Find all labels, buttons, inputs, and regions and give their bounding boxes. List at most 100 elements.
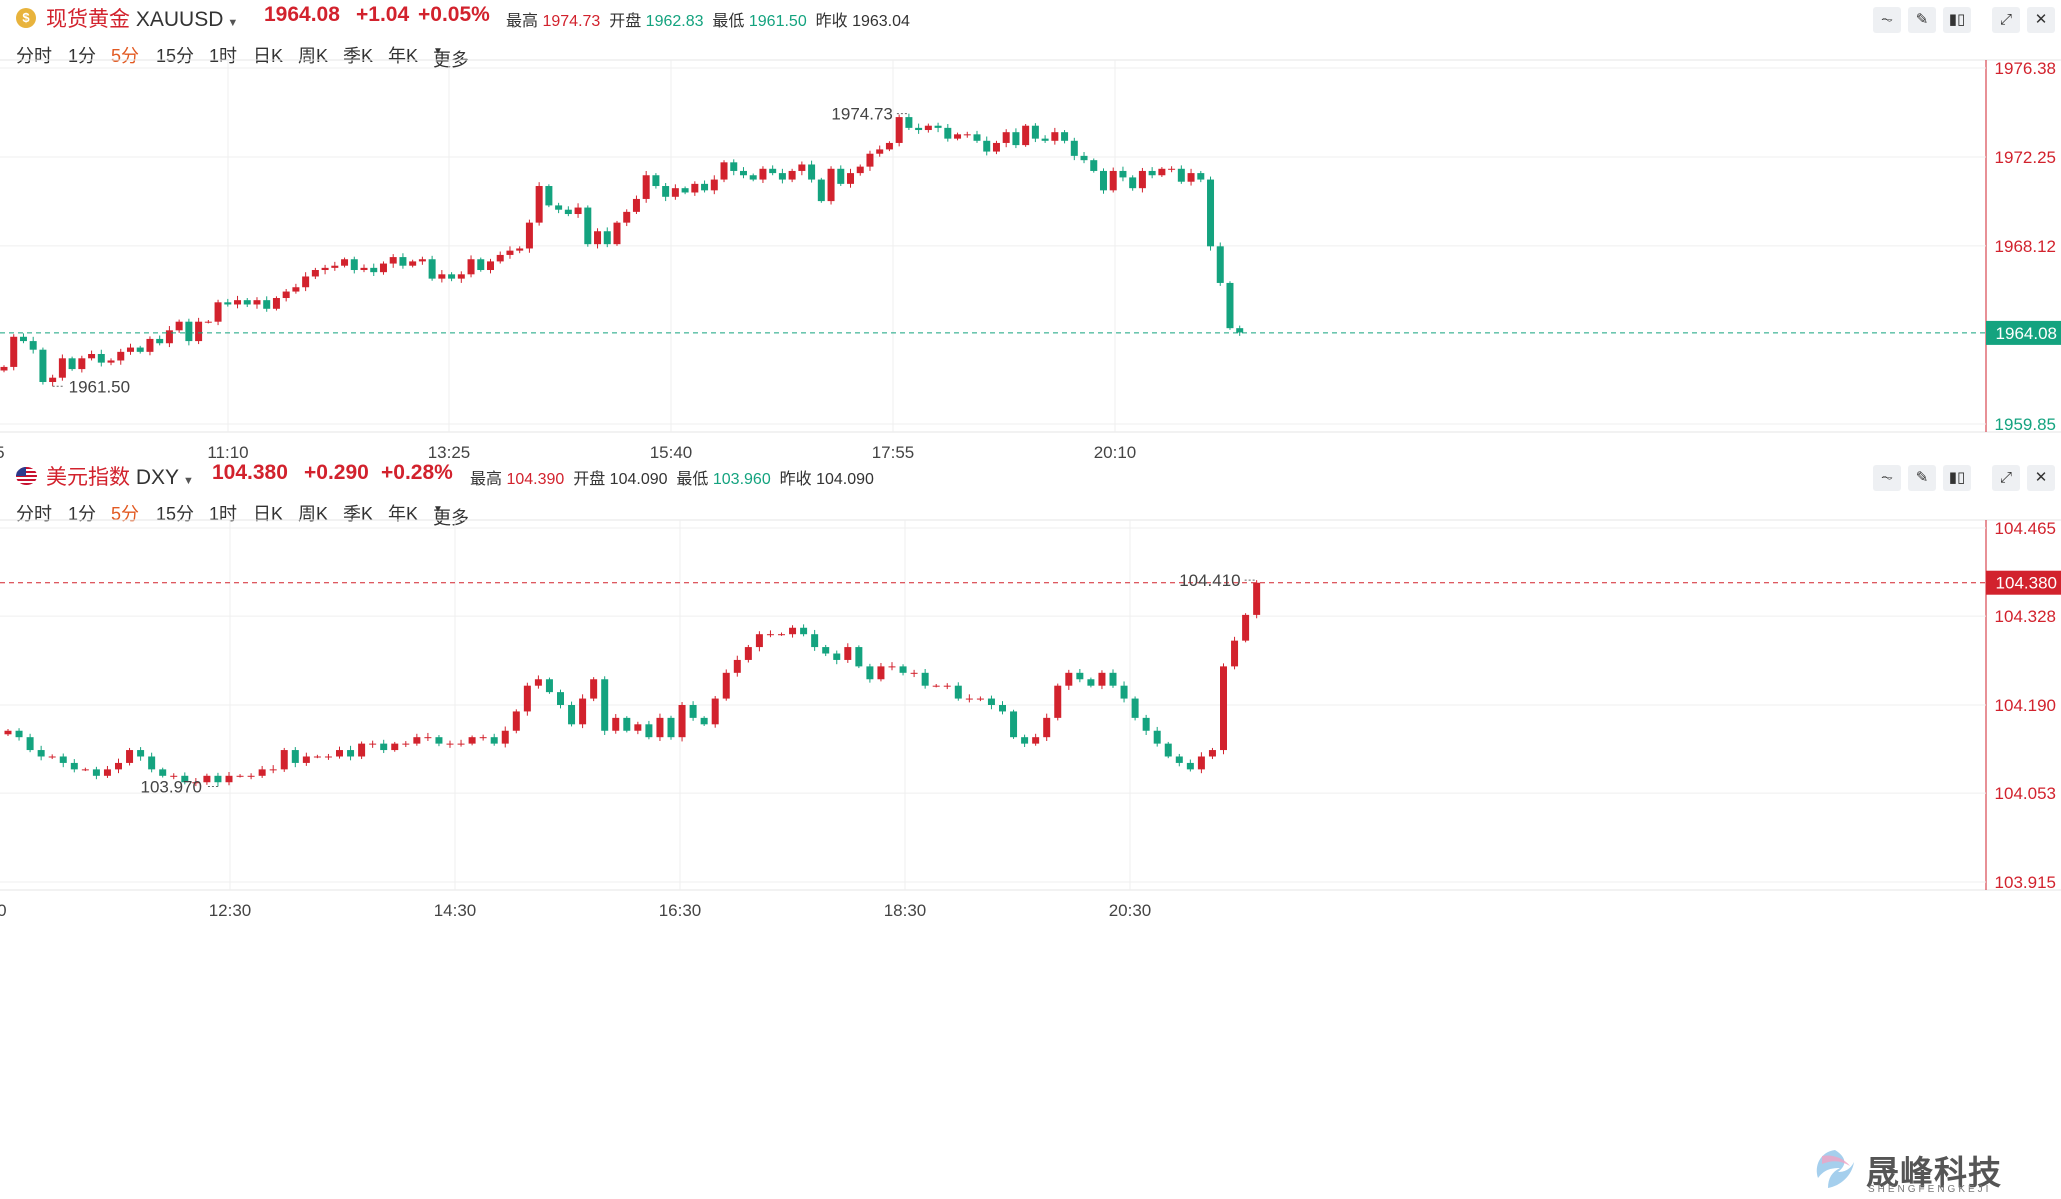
candle-body — [1131, 698, 1139, 718]
candle-body — [691, 183, 699, 193]
candle-body — [555, 205, 563, 210]
line-chart-icon[interactable]: ⏦ — [1873, 465, 1901, 491]
candle-body — [1061, 132, 1069, 141]
candle-body — [1099, 170, 1107, 191]
candle-body — [899, 666, 907, 673]
tab-period-active[interactable]: 5分 — [111, 46, 140, 66]
candle-body — [1120, 685, 1128, 699]
gold-candlestick-chart[interactable]: 1976.38 1972.25 1968.12 1959.85 8:55 11:10 13:… — [0, 0, 2061, 462]
candle-body — [642, 175, 650, 199]
candle-body — [347, 750, 355, 757]
candle-body — [701, 183, 709, 191]
candle-body — [681, 188, 689, 193]
tab-period[interactable]: 日K — [253, 504, 284, 524]
candle-body — [331, 265, 339, 268]
tab-period[interactable]: 季K — [343, 504, 374, 524]
tab-period[interactable]: 15分 — [156, 46, 195, 66]
candle-body — [236, 775, 244, 777]
tab-period[interactable]: 分时 — [16, 504, 52, 524]
dxy-candlestick-chart[interactable]: 104.465 104.328 104.190 104.053 103.915 0:30 1… — [0, 458, 2061, 1199]
candle-body — [574, 207, 582, 215]
close-icon[interactable]: ✕ — [2027, 465, 2055, 491]
tab-period[interactable]: 季K — [343, 46, 374, 66]
candle-body — [1187, 173, 1195, 182]
candle-body — [652, 175, 660, 187]
candle-body — [313, 756, 321, 758]
candle-body — [954, 134, 962, 139]
candle-body — [446, 743, 454, 745]
candle-body — [594, 231, 602, 245]
tab-period[interactable]: 年K — [388, 46, 419, 66]
last-price-tag-text: 104.380 — [1996, 574, 2057, 593]
candle-body — [678, 705, 686, 738]
candle-body — [234, 300, 242, 305]
tab-period[interactable]: 1时 — [209, 504, 238, 524]
period-tabs: 分时 1分 5分 15分 1时 日K 周K 季K 年K 更多 ▼ — [0, 496, 600, 530]
tab-period-active[interactable]: 5分 — [111, 504, 140, 524]
candle-body — [1109, 170, 1117, 191]
watermark-logo: 晟峰科技 SHENGFENGKEJI — [1810, 1146, 2040, 1198]
candlestick-icon[interactable]: ▮▯ — [1943, 7, 1971, 33]
line-chart-icon[interactable]: ⏦ — [1873, 7, 1901, 33]
candle-body — [711, 698, 719, 725]
candle-body — [1253, 582, 1261, 615]
candle-body — [302, 276, 310, 288]
x-tick-label: 17:55 — [872, 443, 915, 462]
chart-header: 美元指数 DXY ▼ 104.380 +0.290 +0.28% 最高 104.3… — [0, 458, 2061, 494]
candle-body — [632, 198, 640, 212]
symbol-selector[interactable]: 美元指数 DXY ▼ — [46, 466, 194, 489]
candle-body — [291, 750, 299, 763]
tab-period[interactable]: 1分 — [68, 504, 97, 524]
candle-body — [856, 166, 864, 174]
candle-body — [81, 769, 89, 771]
pen-draw-icon[interactable]: ✎ — [1908, 465, 1936, 491]
candle-body — [671, 188, 679, 197]
pen-draw-icon[interactable]: ✎ — [1908, 7, 1936, 33]
candle-body — [944, 127, 952, 139]
candle-body — [103, 769, 111, 776]
tab-period[interactable]: 日K — [253, 46, 284, 66]
y-tick-label: 103.915 — [1995, 873, 2056, 892]
candle-body — [126, 347, 134, 352]
candle-body — [1207, 179, 1215, 247]
fullscreen-icon[interactable]: ⤢ — [1992, 465, 2020, 491]
close-icon[interactable]: ✕ — [2027, 7, 2055, 33]
candle-body — [847, 173, 855, 184]
candle-body — [710, 179, 718, 191]
x-tick-label: 0:30 — [0, 901, 7, 920]
candle-body — [983, 140, 991, 152]
last-price-tag — [1986, 320, 2061, 345]
x-tick-label: 20:30 — [1109, 901, 1152, 920]
symbol-selector[interactable]: 现货黄金 XAUUSD ▼ — [46, 8, 239, 31]
candle-body — [1148, 170, 1156, 176]
tab-period[interactable]: 1时 — [209, 46, 238, 66]
candle-body — [136, 347, 144, 352]
candle-body — [535, 186, 543, 223]
candle-body — [557, 692, 564, 705]
tab-period[interactable]: 年K — [388, 504, 419, 524]
candle-body — [10, 336, 18, 367]
y-tick-label: 1972.25 — [1995, 148, 2056, 167]
logo-icon — [1816, 1150, 1854, 1188]
price-change: +0.290 — [304, 461, 369, 484]
fullscreen-icon[interactable]: ⤢ — [1992, 7, 2020, 33]
candle-body — [1231, 640, 1239, 667]
candle-body — [409, 261, 417, 266]
candle-body — [165, 330, 173, 344]
tab-period[interactable]: 周K — [298, 504, 329, 524]
candle-body — [49, 377, 57, 383]
tab-period[interactable]: 分时 — [16, 46, 52, 66]
candle-body — [175, 321, 183, 331]
candle-body — [1208, 750, 1216, 757]
tab-period[interactable]: 15分 — [156, 504, 195, 524]
candle-body — [1012, 132, 1020, 146]
tab-period[interactable]: 周K — [298, 46, 329, 66]
ohlc-stats: 最高 1974.73 开盘 1962.83 最低 1961.50 昨收 1963… — [506, 13, 910, 30]
tab-period[interactable]: 1分 — [68, 46, 97, 66]
candle-body — [976, 698, 984, 700]
candlestick-icon[interactable]: ▮▯ — [1943, 465, 1971, 491]
candle-body — [1076, 672, 1084, 680]
candle-body — [1090, 160, 1098, 171]
candle-body — [1138, 170, 1146, 189]
candle-body — [1129, 177, 1137, 189]
